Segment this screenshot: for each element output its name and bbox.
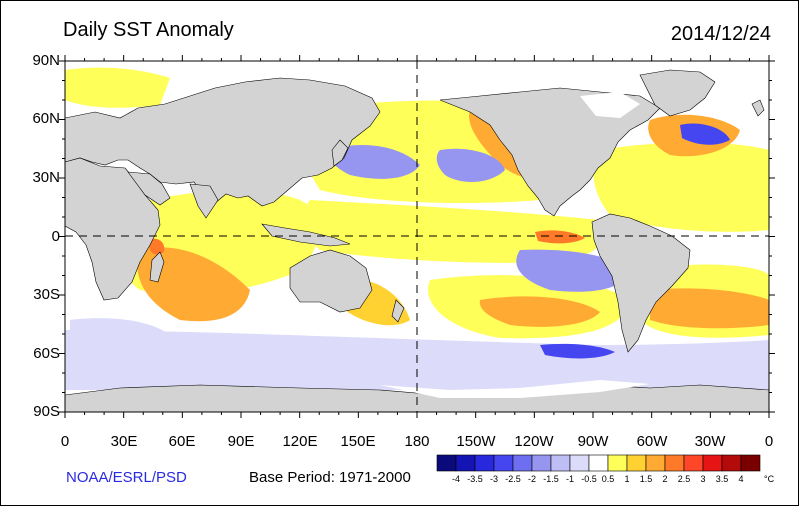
- lat-label-0: 0: [51, 228, 60, 245]
- lon-label-120e: 120E: [282, 433, 318, 450]
- lon-label-30w: 30W: [694, 433, 726, 450]
- colorbar-tick-label: -3.5: [467, 474, 483, 484]
- landmass-japan: [331, 139, 349, 167]
- colorbar-swatch: [550, 454, 571, 472]
- lon-label-0: 0: [60, 433, 70, 450]
- colorbar-swatch: [493, 454, 514, 472]
- lon-label-90e: 90E: [227, 433, 255, 450]
- landmass-arabia: [127, 171, 171, 206]
- lat-label-60s: 60S: [33, 345, 60, 362]
- cool-anomaly-kuroshio: [329, 145, 420, 179]
- map-date: 2014/12/24: [670, 23, 771, 45]
- colorbar-tick-label: -3: [489, 474, 498, 484]
- landmass-australia: [289, 249, 373, 313]
- colorbar-tick-label: 2: [662, 474, 668, 484]
- cool-anomaly-southern-indian: [70, 318, 170, 344]
- colorbar-tick-label: -1.5: [543, 474, 559, 484]
- landmass-uk: [751, 99, 765, 117]
- colorbar-tick-label: -2.5: [505, 474, 521, 484]
- lon-label-90w: 90W: [577, 433, 609, 450]
- colorbar-tick-label: 0.5: [601, 474, 615, 484]
- lat-label-90n: 90N: [32, 52, 60, 69]
- colorbar-swatch: [512, 454, 533, 472]
- colorbar-tick-label: -4: [451, 474, 460, 484]
- lon-label-150w: 150W: [456, 433, 496, 450]
- colorbar-swatch: [607, 454, 628, 472]
- warm-anomaly-north-atlantic: [593, 142, 769, 232]
- landmass-madagascar: [149, 251, 165, 283]
- warm-anomaly-arctic-europe: [65, 67, 170, 108]
- lon-label-180: 180: [404, 433, 430, 450]
- warm-anomaly-southwest-atlantic: [650, 288, 769, 329]
- map-title: Daily SST Anomaly: [63, 19, 234, 41]
- warm-anomaly-equatorial: [535, 230, 585, 244]
- landmass-greenland: [639, 69, 716, 117]
- colorbar-tick-label: 1: [624, 474, 630, 484]
- map-plot-area: [65, 61, 769, 412]
- base-period-label: Base Period: 1971-2000: [249, 469, 411, 486]
- colorbar-tick-label: -0.5: [581, 474, 597, 484]
- colorbar-swatch: [569, 454, 590, 472]
- lon-label-30e: 30E: [110, 433, 138, 450]
- colorbar: [436, 454, 761, 472]
- warm-anomaly-central-pacific: [303, 200, 604, 263]
- colorbar-tick-label: 3.5: [715, 474, 729, 484]
- lat-label-60n: 60N: [32, 110, 60, 127]
- arctic-ice-north-america: [580, 92, 640, 118]
- colorbar-swatch: [626, 454, 647, 472]
- warm-anomaly-southeast-pacific: [479, 296, 600, 327]
- antarctic-ice-edge: [380, 380, 650, 398]
- lat-label-30s: 30S: [33, 286, 60, 303]
- landmass-eurasia: [65, 77, 381, 207]
- lat-label-90s: 90S: [33, 403, 60, 420]
- colorbar-tick-label: -1: [565, 474, 574, 484]
- cool-anomaly-labrador: [680, 123, 730, 145]
- cool-anomaly-north-central-pacific: [436, 148, 505, 182]
- colorbar-tick-label: 4: [738, 474, 744, 484]
- landmass-indonesia: [261, 223, 351, 247]
- lon-label-0-right: 0: [764, 433, 774, 450]
- colorbar-tick-label: 1.5: [639, 474, 653, 484]
- colorbar-tick-label: -2: [527, 474, 536, 484]
- colorbar-swatch: [474, 454, 495, 472]
- sea-ice: [380, 92, 650, 398]
- landmass-new-zealand: [391, 299, 405, 323]
- warm-anomaly-mozambique: [148, 238, 165, 255]
- colorbar-unit: °C: [764, 474, 775, 484]
- colorbar-swatch: [436, 454, 457, 472]
- lon-label-60w: 60W: [636, 433, 668, 450]
- cool-anomaly-east-pacific: [516, 249, 630, 292]
- lat-label-30n: 30N: [32, 169, 60, 186]
- landmass-south-america: [591, 213, 691, 353]
- landmass-north-america: [439, 87, 661, 217]
- colorbar-swatch: [683, 454, 704, 472]
- colorbar-swatch: [721, 454, 742, 472]
- warm-anomaly-south-indian-strong: [137, 247, 250, 322]
- colorbar-swatch: [645, 454, 666, 472]
- axis-ticks: [59, 55, 775, 418]
- colorbar-tick-label: 2.5: [677, 474, 691, 484]
- colorbar-swatch: [702, 454, 723, 472]
- colorbar-tick-label: 3: [700, 474, 706, 484]
- lon-label-120w: 120W: [514, 433, 554, 450]
- lon-label-150e: 150E: [340, 433, 376, 450]
- lon-label-60e: 60E: [168, 433, 196, 450]
- landmass-africa: [65, 157, 161, 301]
- colorbar-swatch: [531, 454, 552, 472]
- colorbar-swatch: [588, 454, 609, 472]
- colorbar-swatch: [740, 454, 761, 472]
- credit-label: NOAA/ESRL/PSD: [66, 469, 187, 486]
- colorbar-swatch: [455, 454, 476, 472]
- cool-anomaly-drake: [540, 343, 615, 359]
- colorbar-swatch: [664, 454, 685, 472]
- landmass-india: [189, 183, 219, 219]
